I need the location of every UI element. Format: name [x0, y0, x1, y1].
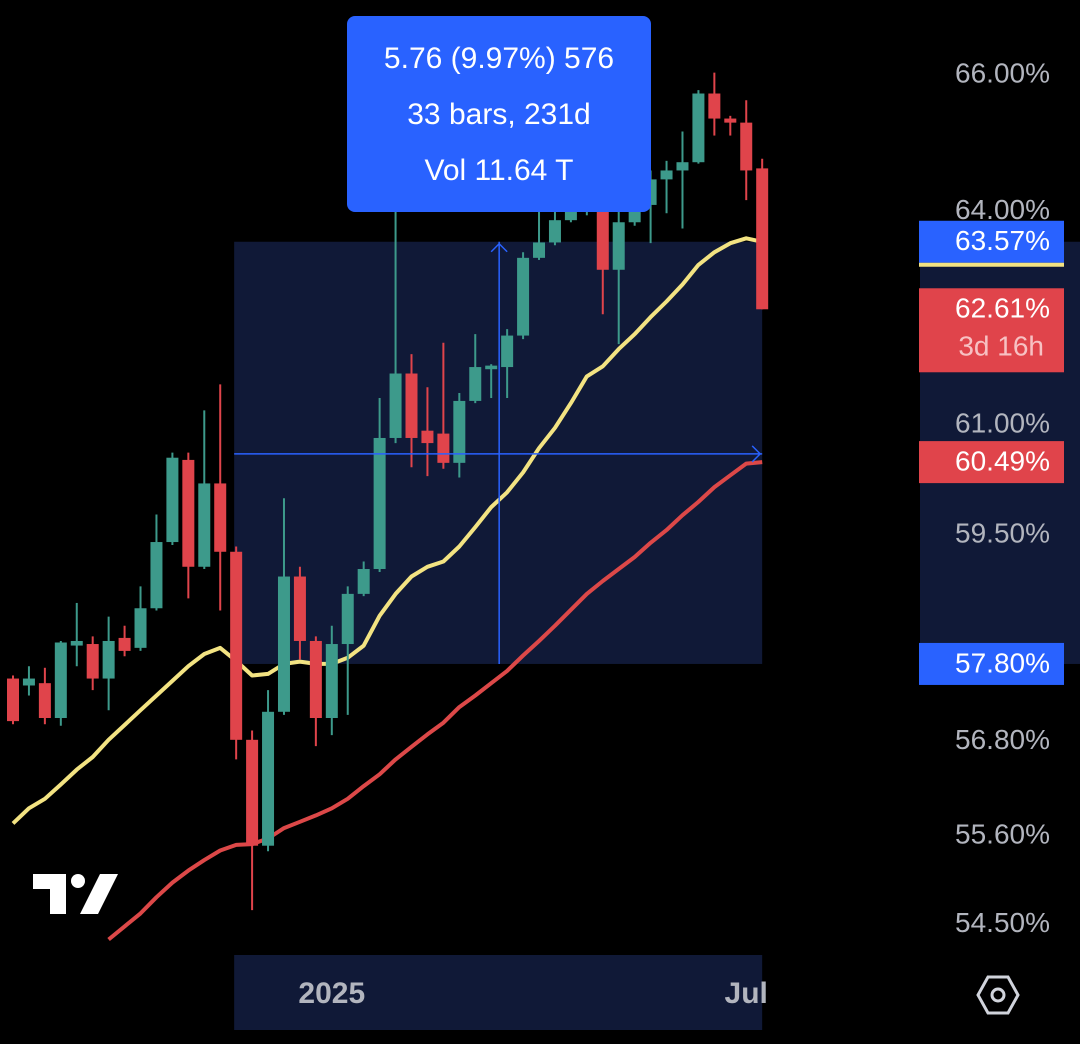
candle-body [341, 593, 354, 645]
candle-body [86, 644, 99, 679]
y-tick-label: 55.60% [955, 819, 1050, 850]
tradingview-logo [33, 874, 118, 914]
measure-tooltip-line: 33 bars, 231d [407, 98, 590, 131]
measure-tooltip-line: Vol 11.64 T [424, 154, 573, 187]
measure-tooltip-line: 5.76 (9.97%) 576 [384, 42, 614, 75]
logo-part [80, 874, 118, 914]
price-badge-countdown: 3d 16h [958, 331, 1044, 362]
candle-body [198, 483, 211, 567]
candle-body [724, 118, 737, 123]
settings-button[interactable] [976, 975, 1020, 1015]
candle-body [357, 569, 370, 594]
candle-body [70, 640, 83, 646]
measure-arrow-up [490, 242, 508, 253]
candle-body [246, 739, 259, 846]
measure-arrow-right [751, 445, 762, 463]
candle-body [102, 640, 115, 679]
candle-body [501, 335, 514, 368]
candle-body [612, 222, 625, 270]
x-tick-label: 2025 [298, 977, 365, 1010]
settings-icon[interactable] [976, 975, 1020, 1015]
candle-body [325, 644, 338, 719]
y-tick-label: 61.00% [955, 407, 1050, 438]
measure-tooltip [347, 16, 651, 212]
candle-body [7, 678, 19, 722]
candle-body [22, 678, 35, 686]
candle-body [517, 257, 530, 336]
y-tick-label: 66.00% [955, 58, 1050, 89]
candle-body [54, 642, 67, 719]
price-badge [919, 220, 1064, 263]
settings-icon-center[interactable] [990, 987, 1006, 1003]
candle-body [740, 122, 753, 171]
candle-body [293, 576, 306, 641]
logo-part [71, 874, 85, 888]
price-badge-label: 63.57% [955, 225, 1050, 256]
x-axis-highlight [234, 955, 763, 1030]
price-badge-label: 57.80% [955, 647, 1050, 678]
price-badge [919, 288, 1064, 373]
candle-body [373, 437, 386, 570]
marks-layer [7, 72, 769, 942]
candle-body [166, 457, 179, 543]
price-badge [919, 642, 1064, 685]
y-tick-label: 56.80% [955, 724, 1050, 755]
candle-body [756, 168, 769, 310]
candle-body [469, 367, 482, 401]
candle-body [134, 608, 147, 648]
candle-body [548, 220, 561, 243]
candle-body [485, 365, 498, 370]
candle-body [405, 373, 418, 438]
candle-body [421, 430, 434, 444]
candle-body [389, 373, 402, 438]
candle-body [676, 162, 689, 171]
candle-body [692, 93, 705, 163]
y-tick-label: 54.50% [955, 907, 1050, 938]
candle-body [453, 400, 466, 463]
price-badge-label: 62.61% [955, 293, 1050, 324]
y-tick-label: 64.00% [955, 194, 1050, 225]
measure-box [234, 241, 763, 664]
price-badge-label: 60.49% [955, 446, 1050, 477]
candle-body [708, 93, 721, 119]
candle-body [38, 683, 51, 719]
candle-body [230, 551, 243, 740]
price-badge [919, 441, 1064, 484]
candle-body [150, 542, 163, 609]
candle-body [118, 637, 131, 651]
candle-body [533, 242, 546, 258]
candle-body [564, 210, 577, 221]
moving-average-line [107, 460, 763, 942]
logo-part [33, 874, 66, 914]
candle-body [277, 576, 290, 712]
candle-body [437, 433, 450, 463]
candle-body [660, 170, 673, 180]
candle-body [262, 711, 275, 846]
candle-body [214, 483, 227, 552]
y-tick-label: 59.50% [955, 518, 1050, 549]
moving-average-line [11, 236, 763, 825]
x-tick-label: Jul [725, 977, 768, 1010]
axis-layer: 5.76 (9.97%) 576 33 bars, 231d Vol 11.64 T… [298, 16, 1064, 1010]
candle-body [182, 459, 195, 567]
candle-body [309, 640, 322, 719]
